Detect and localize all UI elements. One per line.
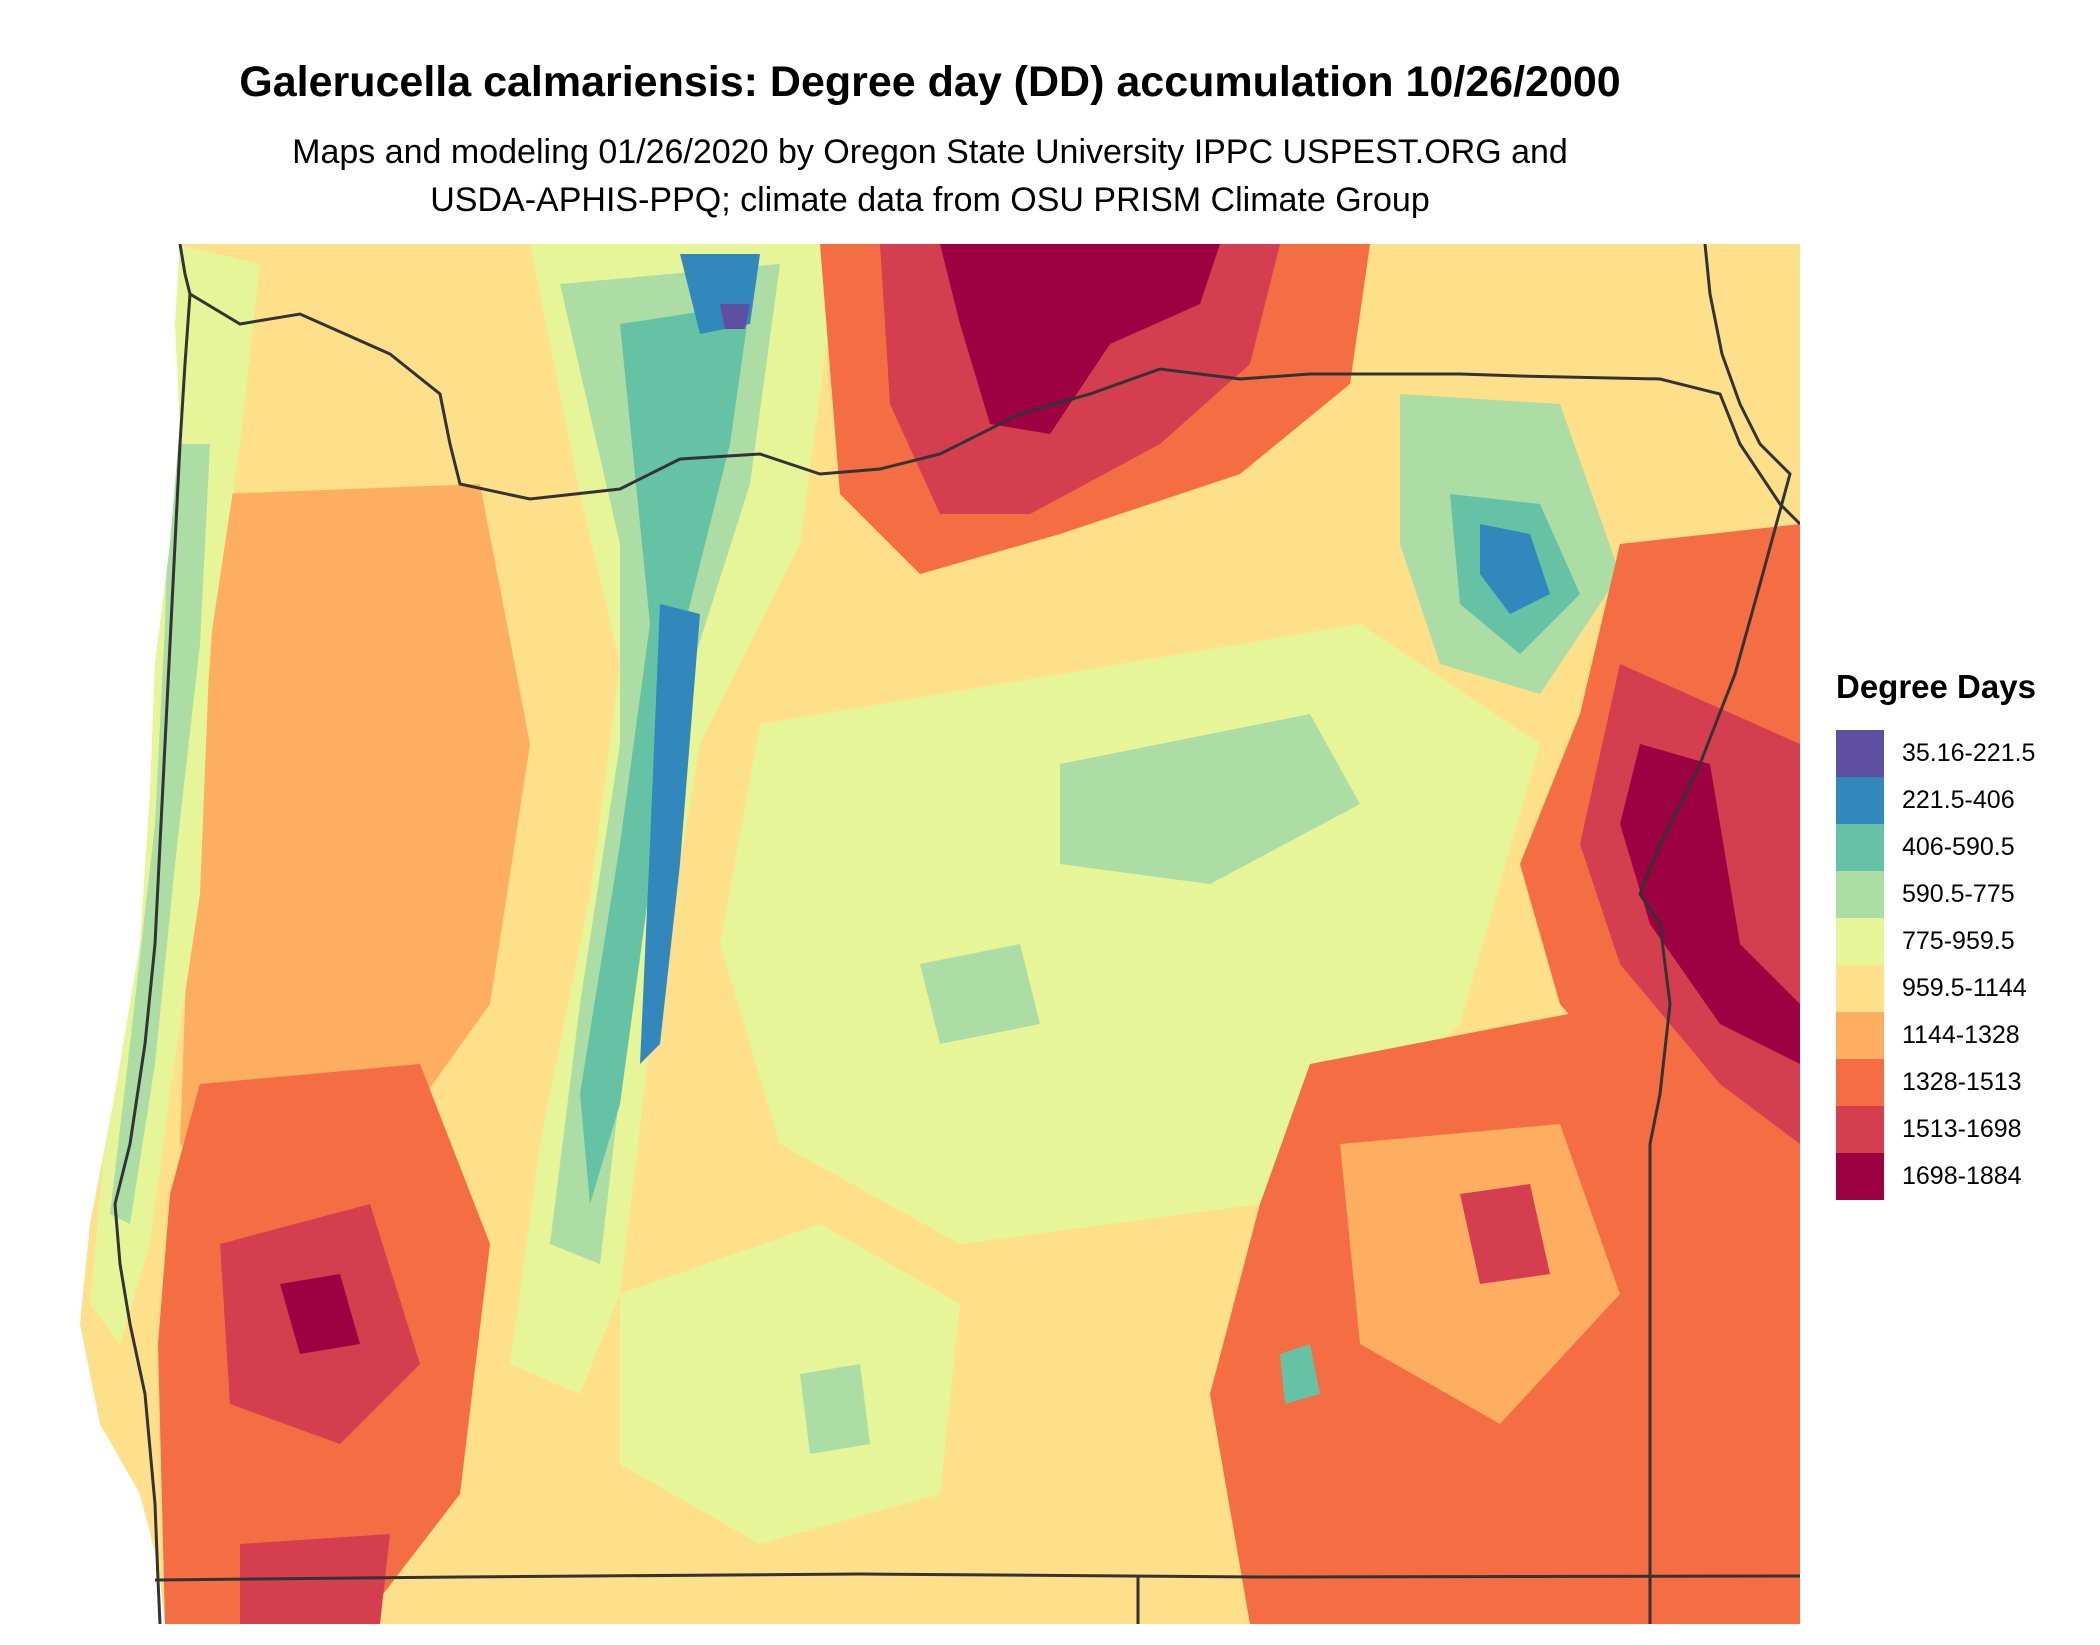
legend-swatch	[1836, 777, 1884, 824]
legend-label: 590.5-775	[1902, 880, 2015, 908]
legend-item: 1698-1884	[1836, 1153, 2086, 1200]
legend-label: 1328-1513	[1902, 1068, 2022, 1096]
zone-cascades-peaks	[640, 604, 700, 1064]
legend-label: 1144-1328	[1902, 1021, 2020, 1049]
legend-swatch	[1836, 918, 1884, 965]
legend-item: 1513-1698	[1836, 1106, 2086, 1153]
zone-steens-cool	[1280, 1344, 1320, 1404]
degree-day-raster	[80, 244, 1800, 1624]
legend-swatch	[1836, 1153, 1884, 1200]
zone-central-cool-2	[920, 944, 1040, 1044]
legend-label: 35.16-221.5	[1902, 739, 2036, 767]
legend-item: 406-590.5	[1836, 824, 2086, 871]
zone-southeast-hot	[1460, 1184, 1550, 1284]
oregon-california-nevada-border	[154, 1572, 1800, 1582]
oregon-idaho-border	[1638, 244, 1792, 1624]
legend-item: 1144-1328	[1836, 1012, 2086, 1059]
legend-label: 775-959.5	[1902, 927, 2015, 955]
legend-item: 35.16-221.5	[1836, 730, 2086, 777]
legend-label: 1698-1884	[1902, 1162, 2022, 1190]
legend-title: Degree Days	[1836, 668, 2036, 705]
zone-columbia-hottest	[940, 244, 1220, 434]
zone-south-central-cool	[800, 1364, 870, 1454]
map-title: Galerucella calmariensis: Degree day (DD…	[239, 58, 1621, 106]
subtitle-line-2: USDA-APHIS-PPQ; climate data from OSU PR…	[430, 181, 1430, 219]
legend-swatch	[1836, 871, 1884, 918]
degree-day-map	[60, 244, 1800, 1624]
oregon-washington-border	[189, 292, 1800, 526]
map-subtitle: Maps and modeling 01/26/2020 by Oregon S…	[0, 128, 1860, 224]
zone-blue-mtn-high	[1480, 524, 1550, 614]
zone-south-central	[620, 1224, 960, 1544]
zone-central-cool	[1060, 714, 1360, 884]
legend-items: 35.16-221.5 221.5-406 406-590.5 590.5-775 77…	[1836, 730, 2086, 1200]
pacific-coastline	[113, 244, 192, 1624]
legend-swatch	[1836, 730, 1884, 777]
legend-item: 590.5-775	[1836, 871, 2086, 918]
legend-label: 1513-1698	[1902, 1115, 2022, 1143]
legend-swatch	[1836, 1059, 1884, 1106]
zone-coldest	[720, 304, 750, 329]
zone-southwest-hottest	[280, 1274, 360, 1354]
state-boundaries	[113, 244, 1800, 1624]
zone-west-valley	[180, 484, 530, 1204]
zone-snake-hottest	[1620, 744, 1800, 1064]
legend-swatch	[1836, 824, 1884, 871]
legend-swatch	[1836, 1012, 1884, 1059]
legend-swatch	[1836, 965, 1884, 1012]
legend-item: 775-959.5	[1836, 918, 2086, 965]
subtitle-line-1: Maps and modeling 01/26/2020 by Oregon S…	[292, 133, 1568, 171]
legend-label: 406-590.5	[1902, 833, 2015, 861]
legend: Degree Days 35.16-221.5 221.5-406 406-590.…	[1836, 668, 2086, 1200]
legend-item: 959.5-1144	[1836, 965, 2086, 1012]
legend-swatch	[1836, 1106, 1884, 1153]
legend-label: 221.5-406	[1902, 786, 2015, 814]
legend-label: 959.5-1144	[1902, 974, 2027, 1002]
legend-item: 1328-1513	[1836, 1059, 2086, 1106]
legend-item: 221.5-406	[1836, 777, 2086, 824]
map-canvas	[80, 244, 1800, 1624]
